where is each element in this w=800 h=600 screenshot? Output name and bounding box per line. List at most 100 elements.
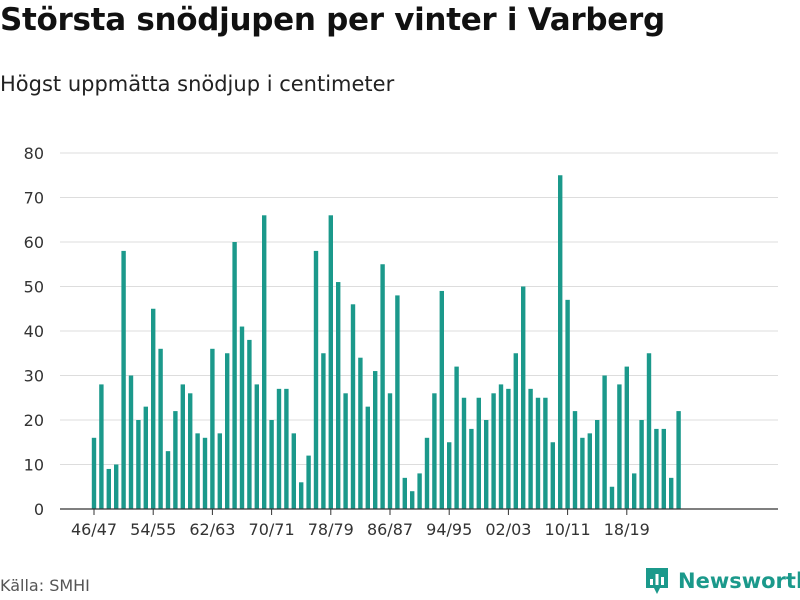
y-tick-label: 0 [34, 500, 44, 519]
y-tick-label: 30 [24, 367, 44, 386]
bar: 84/85: 31 [373, 371, 378, 509]
bar: 19/20: 8 [632, 473, 637, 509]
bar: 06/07: 25 [535, 397, 541, 509]
bar: 72/73: 27 [284, 388, 289, 509]
bar: 71/72: 27 [276, 388, 282, 509]
bar: 70/71: 20 [269, 420, 274, 509]
x-tick-label: 86/87 [367, 520, 413, 539]
bar: 92/93: 26 [432, 393, 437, 509]
source-note: Källa: SMHI [0, 576, 90, 595]
bar: 59/60: 26 [188, 393, 193, 509]
bar: 91/92: 16 [424, 437, 430, 509]
chart-subtitle: Högst uppmätta snödjup i centimeter [0, 72, 395, 96]
y-tick-label: 70 [24, 189, 44, 208]
bar: 15/16: 30 [602, 375, 607, 509]
y-tick-label: 20 [24, 411, 44, 430]
bar: 47/48: 28 [99, 384, 104, 509]
bar: 18/19: 32 [624, 366, 629, 509]
bar: 80/81: 26 [343, 393, 348, 509]
bar: 21/22: 35 [646, 353, 652, 509]
x-tick-label: 62/63 [189, 520, 235, 539]
bar: 78/79: 66 [328, 215, 333, 510]
bar: 99/00: 20 [484, 420, 489, 509]
bar: 20/21: 20 [639, 420, 644, 509]
bar: 58/59: 28 [180, 384, 185, 509]
bar: 14/15: 20 [595, 420, 600, 509]
bar: 22/23: 18 [654, 428, 659, 509]
snow-depth-bar-chart: 0 10 20 30 40 50 60 70 80 46/47: 1647/48: 2848/49… [24, 144, 778, 539]
bar: 81/82: 46 [350, 304, 356, 509]
bar: 86/87: 26 [387, 393, 393, 509]
bar: 96/97: 25 [461, 397, 467, 509]
bar: 50/51: 58 [121, 250, 126, 509]
bar: 61/62: 16 [202, 437, 208, 509]
bar: 69/70: 66 [262, 215, 267, 510]
bar: 51/52: 30 [128, 375, 134, 509]
bar: 08/09: 15 [550, 442, 555, 509]
y-tick-label: 40 [24, 322, 44, 341]
bar: 55/56: 36 [158, 348, 163, 509]
bar: 60/61: 17 [195, 433, 200, 509]
bar: 87/88: 48 [395, 295, 400, 509]
bar: 12/13: 16 [580, 437, 585, 509]
bar: 00/01: 26 [491, 393, 496, 509]
bar: 73/74: 17 [291, 433, 296, 509]
x-tick-label: 70/71 [249, 520, 295, 539]
bar: 11/12: 22 [572, 411, 578, 509]
bar: 93/94: 49 [439, 290, 444, 509]
bar: 16/17: 5 [609, 486, 615, 509]
chart-title: Största snödjupen per vinter i Varberg [0, 2, 665, 38]
x-tick-label: 78/79 [308, 520, 354, 539]
bar: 23/24: 18 [661, 428, 666, 509]
brand-name: Newsworthy [678, 569, 800, 593]
bar: 95/96: 32 [454, 366, 459, 509]
bar: 65/66: 60 [232, 242, 237, 509]
bar: 48/49: 9 [106, 468, 111, 509]
bar: 88/89: 7 [402, 477, 407, 509]
bar: undefined: 7 [669, 477, 674, 509]
bar: 01/02: 28 [498, 384, 504, 509]
bar: 56/57: 13 [165, 451, 171, 509]
bar: 03/04: 35 [513, 353, 518, 509]
bar: 74/75: 6 [299, 482, 304, 509]
bar: 53/54: 23 [143, 406, 148, 509]
bar: 82/83: 34 [358, 357, 363, 509]
bar: 64/65: 35 [225, 353, 230, 509]
bar: 46/47: 16 [91, 437, 97, 509]
x-tick-label: 94/95 [426, 520, 472, 539]
bar: 05/06: 27 [528, 388, 533, 509]
newsworthy-logo-icon [646, 568, 668, 594]
bar: 68/69: 28 [254, 384, 259, 509]
bar: 17/18: 28 [617, 384, 622, 509]
bar: 79/80: 51 [336, 282, 341, 509]
bar: 85/86: 55 [380, 264, 385, 509]
bar: 89/90: 4 [410, 491, 415, 509]
bar: 67/68: 38 [247, 339, 252, 509]
bar: 54/55: 45 [151, 308, 156, 509]
bar: 49/50: 10 [114, 464, 119, 509]
x-tick-label: 54/55 [130, 520, 176, 539]
newsworthy-logo: Newsworthy [644, 566, 800, 596]
bar: 83/84: 23 [365, 406, 370, 509]
bar: 66/67: 41 [239, 326, 245, 509]
y-tick-label: 60 [24, 233, 44, 252]
x-tick-label: 10/11 [545, 520, 591, 539]
bar: 57/58: 22 [173, 411, 178, 509]
bar: 04/05: 50 [521, 286, 526, 509]
bar: undefined: 22 [676, 411, 681, 509]
bar: 94/95: 15 [447, 442, 452, 509]
bar: 13/14: 17 [587, 433, 592, 509]
x-tick-label: 02/03 [485, 520, 531, 539]
bar: 62/63: 36 [210, 348, 215, 509]
bar: 77/78: 35 [321, 353, 326, 509]
bar: 97/98: 18 [469, 428, 474, 509]
bar: 02/03: 27 [506, 388, 511, 509]
y-tick-label: 80 [24, 144, 44, 163]
bar: 52/53: 20 [136, 420, 141, 509]
y-tick-label: 50 [24, 278, 44, 297]
bar: 10/11: 47 [565, 299, 570, 509]
bar: 07/08: 25 [543, 397, 548, 509]
x-tick-label: 46/47 [71, 520, 117, 539]
y-tick-label: 10 [24, 456, 44, 475]
x-tick-label: 18/19 [604, 520, 650, 539]
